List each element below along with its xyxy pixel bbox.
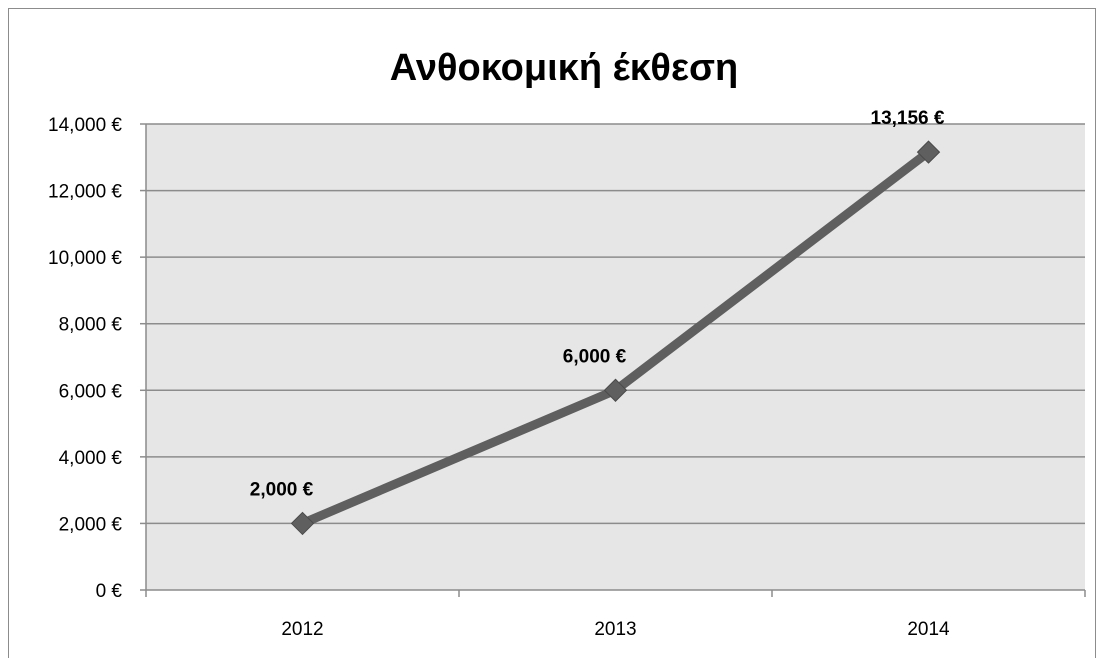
data-point-marker	[290, 511, 315, 536]
y-tick-label: 0 €	[96, 581, 123, 602]
data-point-marker	[603, 378, 628, 402]
x-axis: 2012 2013 2014	[145, 589, 1086, 640]
data-label: 2,000 €	[250, 479, 314, 500]
y-tick-label: 14,000 €	[48, 115, 122, 136]
y-tick-label: 4,000 €	[59, 448, 123, 469]
y-tick-label: 2,000 €	[59, 514, 123, 535]
series-line	[290, 140, 941, 536]
y-tick-label: 12,000 €	[48, 182, 122, 203]
data-labels: 2,000 € 6,000 € 13,156 €	[250, 108, 945, 500]
chart-title: Ανθοκομική έκθεση	[390, 47, 738, 89]
x-tick-label: 2012	[281, 619, 323, 640]
data-label: 6,000 €	[563, 346, 627, 367]
data-point-marker	[916, 140, 941, 164]
y-tick-label: 6,000 €	[59, 381, 123, 402]
y-tick-label: 10,000 €	[48, 248, 122, 269]
y-axis: 0 € 2,000 € 4,000 € 6,000 € 8,000 € 10,000 € 1…	[48, 115, 147, 602]
y-tick-label: 8,000 €	[59, 315, 123, 336]
x-tick-label: 2013	[594, 619, 636, 640]
x-tick-label: 2014	[907, 619, 950, 640]
data-label: 13,156 €	[871, 108, 945, 129]
gridlines	[146, 123, 1085, 525]
